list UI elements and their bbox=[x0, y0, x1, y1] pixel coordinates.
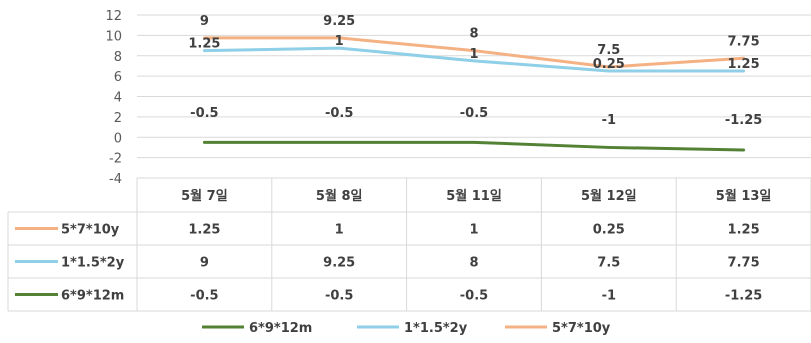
x-tick-label: 5월 13일 bbox=[716, 188, 772, 204]
data-label: 0.25 bbox=[593, 57, 625, 72]
table-cell: 1.25 bbox=[188, 223, 220, 238]
data-label: 9.25 bbox=[323, 14, 355, 29]
series-line bbox=[202, 140, 746, 152]
table-cell: -1 bbox=[602, 289, 616, 304]
table-cell: -1.25 bbox=[725, 289, 762, 304]
data-label: -1.25 bbox=[725, 113, 762, 128]
data-table: 5월 7일 5월 8일 5월 11일 5월 12일 5월 13일 5*7*10y 1.25 1… bbox=[7, 177, 811, 312]
x-tick-label: 5월 11일 bbox=[446, 188, 502, 204]
table-cell: 0.25 bbox=[593, 223, 625, 238]
series-lines bbox=[202, 36, 746, 152]
legend-label: 6*9*12m bbox=[249, 321, 312, 336]
legend-label: 5*7*10y bbox=[552, 321, 611, 336]
table-cell: 1.25 bbox=[728, 223, 760, 238]
y-tick-label: -2 bbox=[109, 152, 122, 167]
table-row-label: 6*9*12m bbox=[61, 289, 124, 304]
data-label: 9 bbox=[200, 14, 209, 29]
data-label: 1.25 bbox=[188, 37, 220, 52]
y-tick-label: -4 bbox=[109, 172, 122, 187]
y-tick-label: 2 bbox=[114, 111, 122, 126]
data-label: -0.5 bbox=[325, 106, 353, 121]
table-cell: 7.5 bbox=[597, 256, 620, 271]
y-tick-label: 10 bbox=[105, 29, 122, 44]
x-tick-label: 5월 8일 bbox=[316, 188, 363, 204]
table-cell: -0.5 bbox=[325, 289, 353, 304]
data-label: 8 bbox=[469, 27, 478, 42]
data-label: 7.75 bbox=[728, 34, 760, 49]
x-tick-label: 5월 12일 bbox=[581, 188, 637, 204]
y-tick-label: 0 bbox=[114, 131, 122, 146]
data-label: 1.25 bbox=[728, 57, 760, 72]
x-tick-label: 5월 7일 bbox=[181, 188, 228, 204]
y-tick-label: 12 bbox=[105, 9, 122, 24]
y-tick-label: 4 bbox=[114, 91, 122, 106]
data-label: 7.5 bbox=[597, 43, 620, 58]
data-label: -0.5 bbox=[190, 106, 218, 121]
legend-label: 1*1.5*2y bbox=[404, 321, 468, 336]
table-cell: -0.5 bbox=[460, 289, 488, 304]
series-line bbox=[202, 36, 746, 69]
data-label: 1 bbox=[469, 47, 478, 62]
data-label: -0.5 bbox=[460, 106, 488, 121]
y-axis-tick-labels: -4 -2 0 2 4 6 8 10 12 bbox=[105, 9, 122, 187]
data-labels: 9 9.25 8 7.5 7.75 1.25 1 1 0.25 1.25 -0.5 -0.5 -0.5 -… bbox=[188, 14, 762, 128]
data-label: 1 bbox=[335, 34, 344, 49]
table-cell: 9.25 bbox=[323, 256, 355, 271]
legend: 6*9*12m 1*1.5*2y 5*7*10y bbox=[202, 321, 611, 336]
table-cell: 1 bbox=[469, 223, 478, 238]
table-cell: 7.75 bbox=[728, 256, 760, 271]
gridlines bbox=[137, 14, 811, 179]
table-row-label: 5*7*10y bbox=[61, 223, 120, 238]
table-cell: 8 bbox=[469, 256, 478, 271]
table-cell: -0.5 bbox=[190, 289, 218, 304]
table-row-label: 1*1.5*2y bbox=[61, 256, 125, 271]
table-cell: 1 bbox=[335, 223, 344, 238]
series-line bbox=[202, 46, 746, 73]
y-tick-label: 8 bbox=[114, 50, 122, 65]
table-cell: 9 bbox=[200, 256, 209, 271]
data-label: -1 bbox=[602, 113, 616, 128]
y-tick-label: 6 bbox=[114, 70, 122, 85]
